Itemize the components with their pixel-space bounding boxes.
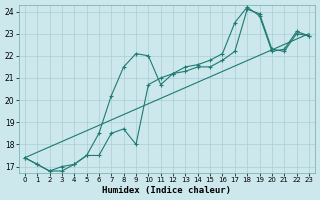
X-axis label: Humidex (Indice chaleur): Humidex (Indice chaleur) <box>102 186 231 195</box>
